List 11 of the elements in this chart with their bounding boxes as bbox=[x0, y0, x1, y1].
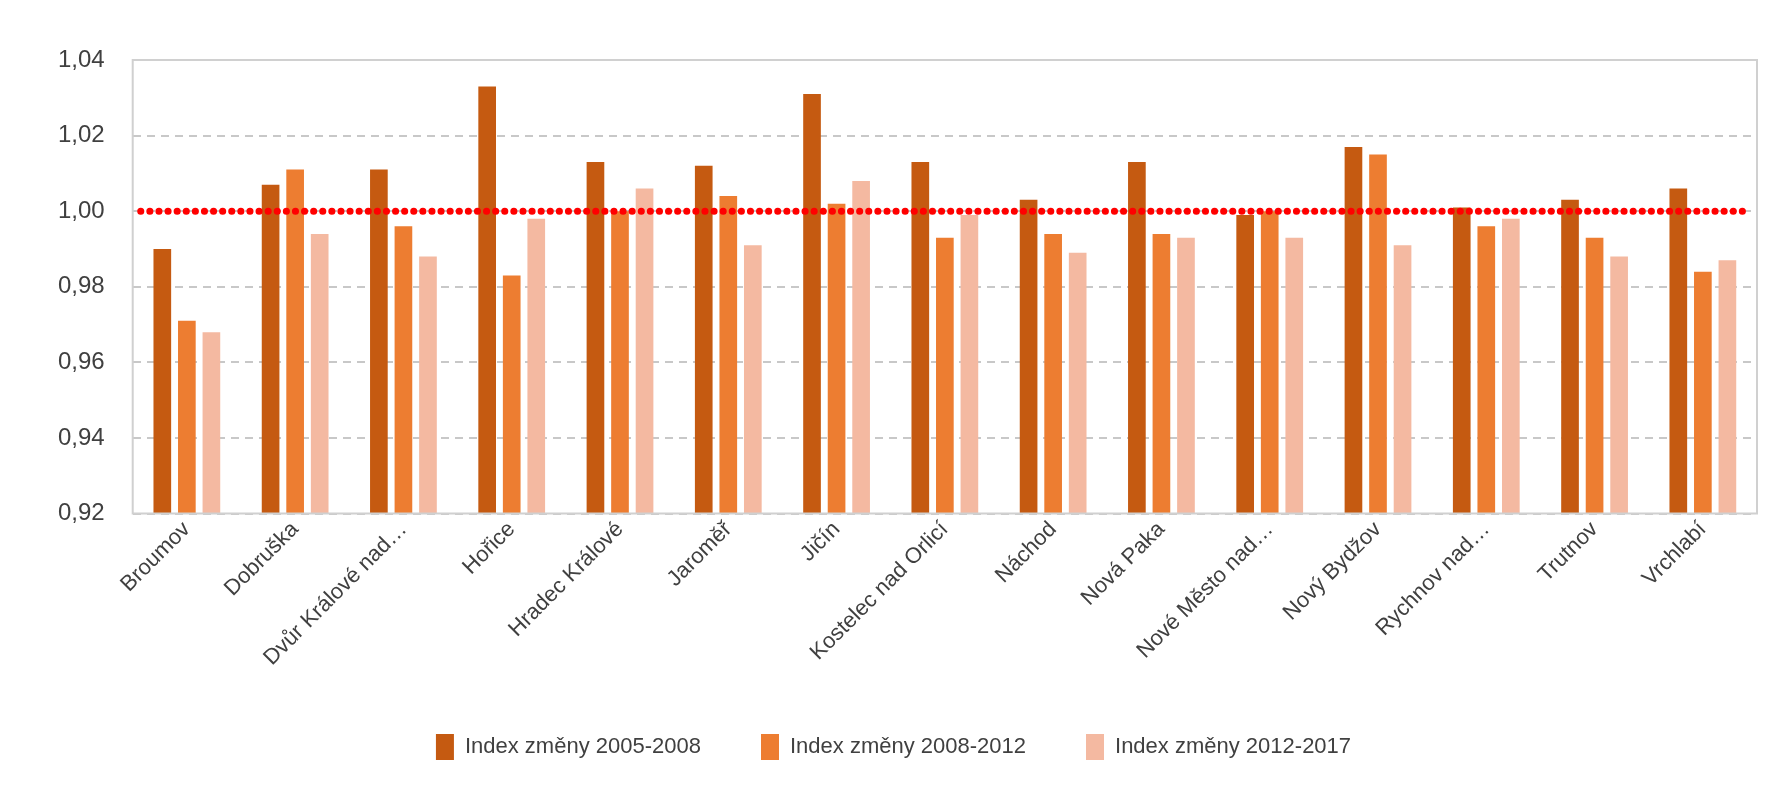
y-tick-label: 1,00 bbox=[57, 195, 105, 223]
y-tick-label: 0,94 bbox=[57, 422, 105, 450]
y-tick-label: 0,92 bbox=[57, 498, 105, 526]
y-tick-label: 1,02 bbox=[57, 120, 105, 148]
legend-label: Index změny 2005-2008 bbox=[464, 733, 701, 759]
legend-label: Index změny 2008-2012 bbox=[789, 733, 1027, 759]
x-tick-label: Jičín bbox=[794, 516, 845, 566]
legend-label: Index změny 2012-2017 bbox=[1115, 733, 1352, 759]
y-tick-label: 0,96 bbox=[57, 347, 105, 375]
y-tick-label: 0,98 bbox=[57, 271, 105, 299]
y-tick-label: 1,04 bbox=[57, 44, 105, 72]
